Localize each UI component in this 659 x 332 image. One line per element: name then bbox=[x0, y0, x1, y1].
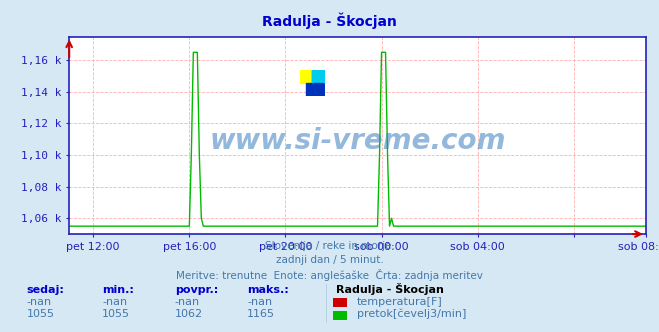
Text: 1165: 1165 bbox=[247, 309, 275, 319]
Text: pretok[čevelj3/min]: pretok[čevelj3/min] bbox=[357, 309, 467, 319]
Text: povpr.:: povpr.: bbox=[175, 285, 218, 295]
Bar bbox=[312, 70, 325, 83]
Text: -nan: -nan bbox=[247, 297, 272, 307]
Polygon shape bbox=[312, 70, 325, 83]
Text: min.:: min.: bbox=[102, 285, 134, 295]
Text: Meritve: trenutne  Enote: anglešaške  Črta: zadnja meritev: Meritve: trenutne Enote: anglešaške Črta… bbox=[176, 269, 483, 281]
Text: Radulja - Škocjan: Radulja - Škocjan bbox=[262, 13, 397, 29]
Text: Radulja - Škocjan: Radulja - Škocjan bbox=[336, 283, 444, 295]
Text: temperatura[F]: temperatura[F] bbox=[357, 297, 443, 307]
Text: zadnji dan / 5 minut.: zadnji dan / 5 minut. bbox=[275, 255, 384, 265]
Text: -nan: -nan bbox=[102, 297, 127, 307]
Text: 1062: 1062 bbox=[175, 309, 203, 319]
Text: 1055: 1055 bbox=[102, 309, 130, 319]
Bar bbox=[300, 70, 312, 83]
Text: -nan: -nan bbox=[175, 297, 200, 307]
Bar bbox=[306, 83, 325, 96]
Text: -nan: -nan bbox=[26, 297, 51, 307]
Text: sedaj:: sedaj: bbox=[26, 285, 64, 295]
Polygon shape bbox=[312, 70, 325, 83]
Text: maks.:: maks.: bbox=[247, 285, 289, 295]
Text: Slovenija / reke in morje.: Slovenija / reke in morje. bbox=[264, 241, 395, 251]
Text: www.si-vreme.com: www.si-vreme.com bbox=[210, 127, 505, 155]
Text: 1055: 1055 bbox=[26, 309, 54, 319]
